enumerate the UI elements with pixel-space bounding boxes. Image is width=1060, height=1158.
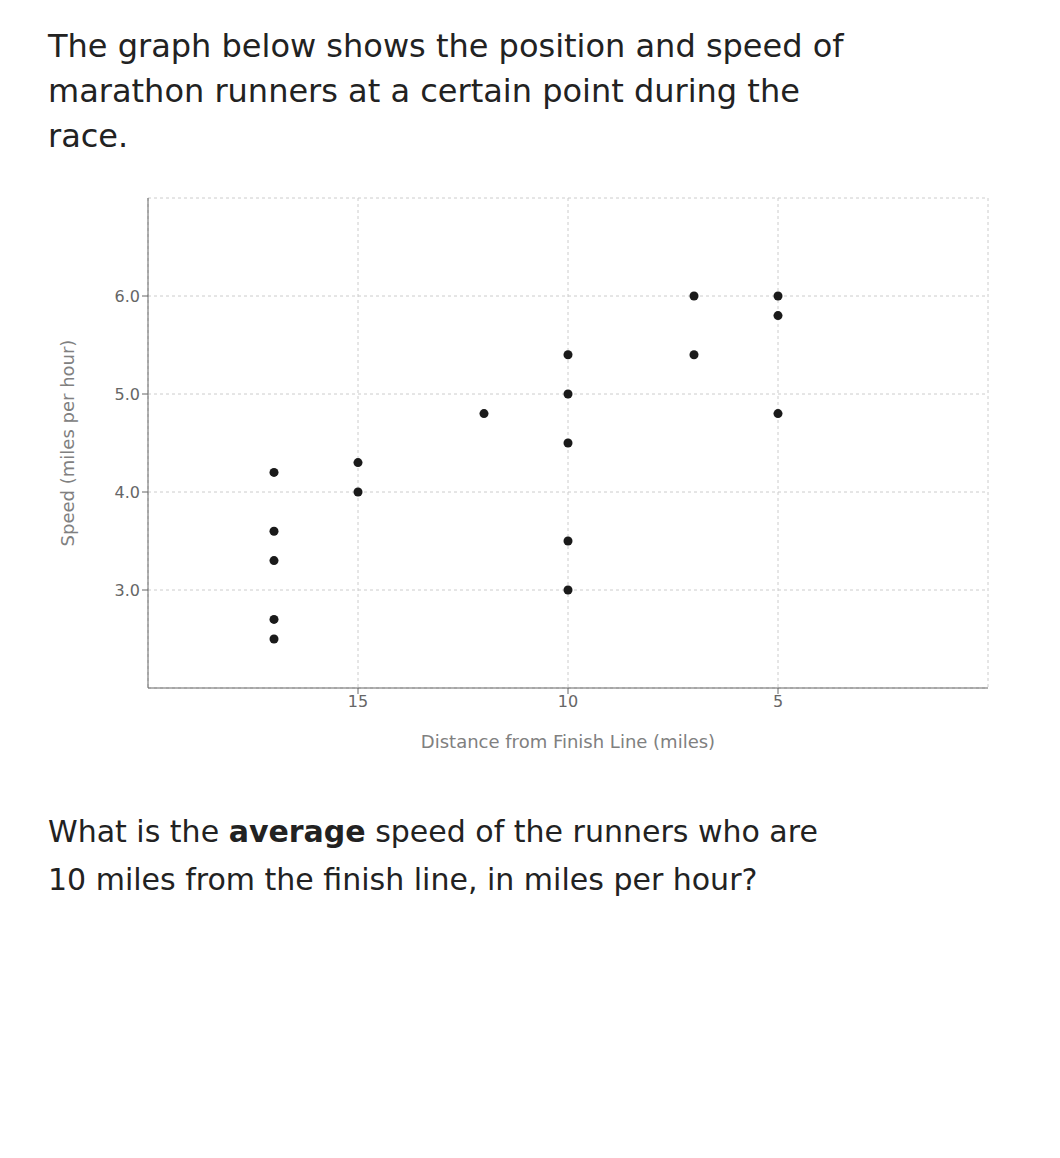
svg-text:4.0: 4.0 — [115, 483, 140, 502]
html-text:The graph below shows the posi: The graph below shows the position and s… — [48, 27, 844, 155]
svg-text:5.0: 5.0 — [115, 385, 140, 404]
svg-text:10: 10 — [558, 693, 578, 712]
svg-text:6.0: 6.0 — [115, 287, 140, 306]
svg-text:3.0: 3.0 — [115, 581, 140, 600]
html-text:10 miles from the finish line,: 10 miles from the finish line, in miles … — [48, 862, 758, 898]
svg-text:15: 15 — [348, 693, 368, 712]
svg-text:Distance from Finish Line (mil: Distance from Finish Line (miles) — [421, 731, 715, 752]
html-text:What is the average speed of t: What is the average speed of the runners… — [48, 814, 818, 850]
svg-text:5: 5 — [773, 693, 783, 712]
svg-text:Speed (miles per hour): Speed (miles per hour) — [57, 340, 78, 547]
